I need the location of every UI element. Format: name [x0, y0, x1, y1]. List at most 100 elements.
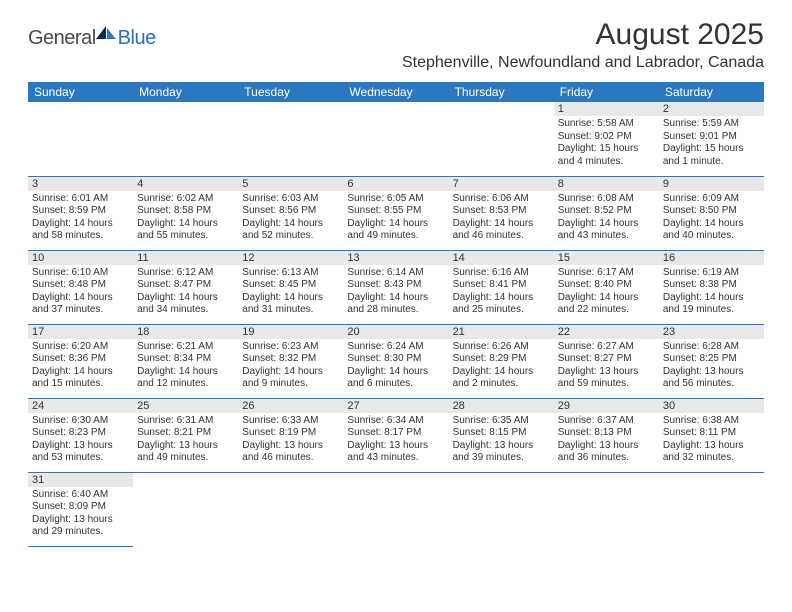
day-details: Sunrise: 6:12 AMSunset: 8:47 PMDaylight:… [133, 265, 238, 320]
calendar-day-cell: 15Sunrise: 6:17 AMSunset: 8:40 PMDayligh… [554, 250, 659, 324]
day-number: 29 [554, 399, 659, 413]
calendar-week-row: 24Sunrise: 6:30 AMSunset: 8:23 PMDayligh… [28, 398, 764, 472]
calendar-day-cell: 27Sunrise: 6:34 AMSunset: 8:17 PMDayligh… [343, 398, 448, 472]
weekday-header: Thursday [449, 82, 554, 102]
day-details: Sunrise: 6:30 AMSunset: 8:23 PMDaylight:… [28, 413, 133, 468]
day-details: Sunrise: 6:06 AMSunset: 8:53 PMDaylight:… [449, 191, 554, 246]
location: Stephenville, Newfoundland and Labrador,… [402, 54, 764, 72]
day-details: Sunrise: 6:21 AMSunset: 8:34 PMDaylight:… [133, 339, 238, 394]
calendar-day-cell: 24Sunrise: 6:30 AMSunset: 8:23 PMDayligh… [28, 398, 133, 472]
calendar-day-cell: 21Sunrise: 6:26 AMSunset: 8:29 PMDayligh… [449, 324, 554, 398]
calendar-day-cell: 17Sunrise: 6:20 AMSunset: 8:36 PMDayligh… [28, 324, 133, 398]
calendar-week-row: 10Sunrise: 6:10 AMSunset: 8:48 PMDayligh… [28, 250, 764, 324]
day-number: 9 [659, 177, 764, 191]
day-number: 8 [554, 177, 659, 191]
calendar-day-cell: 12Sunrise: 6:13 AMSunset: 8:45 PMDayligh… [238, 250, 343, 324]
logo-sail-icon [94, 24, 118, 45]
calendar-day-cell: 1Sunrise: 5:58 AMSunset: 9:02 PMDaylight… [554, 102, 659, 176]
calendar-empty-cell [449, 472, 554, 546]
day-details: Sunrise: 6:14 AMSunset: 8:43 PMDaylight:… [343, 265, 448, 320]
calendar-empty-cell [238, 472, 343, 546]
calendar-header-row: SundayMondayTuesdayWednesdayThursdayFrid… [28, 82, 764, 102]
calendar-day-cell: 13Sunrise: 6:14 AMSunset: 8:43 PMDayligh… [343, 250, 448, 324]
calendar-day-cell: 19Sunrise: 6:23 AMSunset: 8:32 PMDayligh… [238, 324, 343, 398]
logo-text-blue: Blue [118, 27, 156, 50]
title-block: August 2025 Stephenville, Newfoundland a… [402, 18, 764, 76]
weekday-header: Tuesday [238, 82, 343, 102]
calendar-week-row: 17Sunrise: 6:20 AMSunset: 8:36 PMDayligh… [28, 324, 764, 398]
day-details: Sunrise: 6:31 AMSunset: 8:21 PMDaylight:… [133, 413, 238, 468]
day-details: Sunrise: 6:17 AMSunset: 8:40 PMDaylight:… [554, 265, 659, 320]
day-details: Sunrise: 6:13 AMSunset: 8:45 PMDaylight:… [238, 265, 343, 320]
day-details: Sunrise: 6:01 AMSunset: 8:59 PMDaylight:… [28, 191, 133, 246]
day-details: Sunrise: 6:24 AMSunset: 8:30 PMDaylight:… [343, 339, 448, 394]
day-details: Sunrise: 6:28 AMSunset: 8:25 PMDaylight:… [659, 339, 764, 394]
day-number: 30 [659, 399, 764, 413]
day-number: 23 [659, 325, 764, 339]
day-details: Sunrise: 6:23 AMSunset: 8:32 PMDaylight:… [238, 339, 343, 394]
day-number: 15 [554, 251, 659, 265]
day-details: Sunrise: 6:20 AMSunset: 8:36 PMDaylight:… [28, 339, 133, 394]
day-details: Sunrise: 6:08 AMSunset: 8:52 PMDaylight:… [554, 191, 659, 246]
calendar-day-cell: 20Sunrise: 6:24 AMSunset: 8:30 PMDayligh… [343, 324, 448, 398]
calendar-day-cell: 6Sunrise: 6:05 AMSunset: 8:55 PMDaylight… [343, 176, 448, 250]
weekday-header: Monday [133, 82, 238, 102]
day-number: 18 [133, 325, 238, 339]
calendar-day-cell: 7Sunrise: 6:06 AMSunset: 8:53 PMDaylight… [449, 176, 554, 250]
calendar-week-row: 3Sunrise: 6:01 AMSunset: 8:59 PMDaylight… [28, 176, 764, 250]
day-number: 7 [449, 177, 554, 191]
calendar-day-cell: 29Sunrise: 6:37 AMSunset: 8:13 PMDayligh… [554, 398, 659, 472]
day-number: 21 [449, 325, 554, 339]
calendar-day-cell: 22Sunrise: 6:27 AMSunset: 8:27 PMDayligh… [554, 324, 659, 398]
day-number: 31 [28, 473, 133, 487]
calendar-week-row: 1Sunrise: 5:58 AMSunset: 9:02 PMDaylight… [28, 102, 764, 176]
day-details: Sunrise: 6:16 AMSunset: 8:41 PMDaylight:… [449, 265, 554, 320]
calendar-day-cell: 14Sunrise: 6:16 AMSunset: 8:41 PMDayligh… [449, 250, 554, 324]
calendar-day-cell: 4Sunrise: 6:02 AMSunset: 8:58 PMDaylight… [133, 176, 238, 250]
day-number: 28 [449, 399, 554, 413]
weekday-header: Wednesday [343, 82, 448, 102]
calendar-day-cell: 2Sunrise: 5:59 AMSunset: 9:01 PMDaylight… [659, 102, 764, 176]
day-number: 13 [343, 251, 448, 265]
weekday-header: Saturday [659, 82, 764, 102]
calendar-empty-cell [343, 102, 448, 176]
calendar-empty-cell [554, 472, 659, 546]
calendar-empty-cell [28, 102, 133, 176]
day-details: Sunrise: 6:05 AMSunset: 8:55 PMDaylight:… [343, 191, 448, 246]
day-details: Sunrise: 6:33 AMSunset: 8:19 PMDaylight:… [238, 413, 343, 468]
day-number: 10 [28, 251, 133, 265]
day-number: 25 [133, 399, 238, 413]
calendar-body: 1Sunrise: 5:58 AMSunset: 9:02 PMDaylight… [28, 102, 764, 546]
calendar-day-cell: 30Sunrise: 6:38 AMSunset: 8:11 PMDayligh… [659, 398, 764, 472]
day-number: 12 [238, 251, 343, 265]
calendar-day-cell: 16Sunrise: 6:19 AMSunset: 8:38 PMDayligh… [659, 250, 764, 324]
calendar-page: General Blue August 2025 Stephenville, N… [0, 0, 792, 557]
calendar-empty-cell [133, 102, 238, 176]
calendar-day-cell: 18Sunrise: 6:21 AMSunset: 8:34 PMDayligh… [133, 324, 238, 398]
calendar-day-cell: 31Sunrise: 6:40 AMSunset: 8:09 PMDayligh… [28, 472, 133, 546]
day-number: 2 [659, 102, 764, 116]
day-number: 4 [133, 177, 238, 191]
day-number: 3 [28, 177, 133, 191]
day-number: 22 [554, 325, 659, 339]
day-details: Sunrise: 6:40 AMSunset: 8:09 PMDaylight:… [28, 487, 133, 542]
calendar-empty-cell [343, 472, 448, 546]
calendar-day-cell: 8Sunrise: 6:08 AMSunset: 8:52 PMDaylight… [554, 176, 659, 250]
calendar-empty-cell [659, 472, 764, 546]
calendar-day-cell: 10Sunrise: 6:10 AMSunset: 8:48 PMDayligh… [28, 250, 133, 324]
day-details: Sunrise: 6:35 AMSunset: 8:15 PMDaylight:… [449, 413, 554, 468]
day-details: Sunrise: 5:59 AMSunset: 9:01 PMDaylight:… [659, 116, 764, 171]
day-number: 1 [554, 102, 659, 116]
day-details: Sunrise: 6:19 AMSunset: 8:38 PMDaylight:… [659, 265, 764, 320]
day-number: 24 [28, 399, 133, 413]
day-details: Sunrise: 6:26 AMSunset: 8:29 PMDaylight:… [449, 339, 554, 394]
calendar-day-cell: 5Sunrise: 6:03 AMSunset: 8:56 PMDaylight… [238, 176, 343, 250]
weekday-header: Sunday [28, 82, 133, 102]
calendar-table: SundayMondayTuesdayWednesdayThursdayFrid… [28, 82, 764, 547]
logo: General Blue [28, 24, 156, 53]
day-details: Sunrise: 6:34 AMSunset: 8:17 PMDaylight:… [343, 413, 448, 468]
day-number: 16 [659, 251, 764, 265]
day-number: 5 [238, 177, 343, 191]
day-details: Sunrise: 6:37 AMSunset: 8:13 PMDaylight:… [554, 413, 659, 468]
header: General Blue August 2025 Stephenville, N… [28, 18, 764, 76]
